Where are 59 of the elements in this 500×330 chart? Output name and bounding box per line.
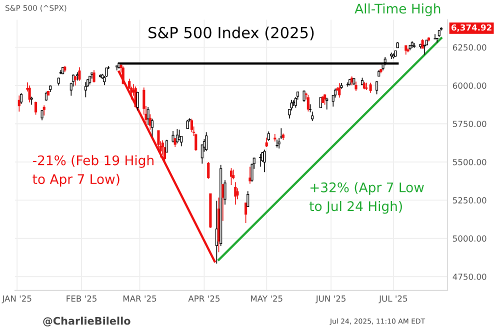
candlestick	[248, 166, 252, 184]
candlestick	[365, 82, 368, 90]
candlestick	[369, 82, 372, 94]
candlestick	[84, 82, 87, 98]
candlestick	[274, 134, 276, 142]
candlestick	[172, 130, 174, 143]
candlestick	[259, 153, 262, 168]
x-tick-label: JUL '25	[378, 295, 408, 304]
y-tick-label: 5750.00	[453, 120, 486, 128]
candlestick	[230, 168, 233, 186]
candlestick	[176, 128, 178, 144]
y-tick-label: 5500.00	[453, 158, 486, 166]
candlestick	[263, 149, 266, 172]
candlestick	[434, 34, 436, 40]
x-tick-label: FEB '25	[66, 295, 96, 302]
candlestick	[20, 92, 23, 104]
candlestick	[267, 130, 270, 142]
candlestick	[326, 97, 328, 110]
y-tick-label: 4750.00	[452, 274, 486, 280]
candlestick	[276, 139, 278, 148]
candlestick	[136, 91, 139, 111]
candlestick	[334, 88, 336, 98]
candlestick	[30, 96, 33, 106]
candlestick	[34, 101, 38, 116]
x-tick-label: MAR '25	[123, 295, 156, 302]
chart-title: S&P 500 Index (2025)	[148, 26, 314, 40]
candlestick	[166, 139, 168, 153]
candlestick	[354, 81, 358, 92]
x-tick-label: APR '25	[188, 295, 220, 302]
x-tick-label: JAN '25	[2, 295, 32, 304]
candlestick	[207, 162, 210, 180]
candlestick	[244, 202, 248, 224]
y-tick-label: 5250.00	[453, 197, 486, 204]
candlestick	[78, 66, 81, 82]
candlestick	[246, 190, 250, 208]
candlestick	[436, 38, 438, 43]
y-tick-label: 6000.00	[452, 82, 486, 89]
candlestick	[42, 104, 46, 116]
candlestick	[44, 91, 48, 102]
candlestick	[28, 85, 31, 103]
candlestick	[423, 44, 426, 56]
candlestick	[306, 94, 310, 112]
candlestick	[290, 99, 293, 111]
candlestick	[146, 106, 150, 126]
candlestick	[319, 97, 322, 108]
annotation: -21% (Feb 19 High to Apr 7 Low)	[32, 155, 154, 187]
text: @CharlieBilello	[43, 316, 130, 326]
candlestick	[376, 80, 378, 95]
candlestick	[324, 94, 326, 106]
annotation: +32% (Apr 7 Low to Jul 24 High)	[309, 182, 424, 214]
candlestick	[150, 118, 154, 137]
annotation: All-Time High	[354, 3, 440, 16]
y-tick-label: 5000.00	[453, 235, 486, 242]
x-tick-label: JUN '25	[315, 295, 346, 304]
candlestick	[292, 100, 295, 106]
annotation: 6,374.92	[452, 24, 492, 32]
y-tick-label: 6250.00	[452, 44, 486, 51]
candlestick	[265, 137, 268, 148]
x-tick-label: MAY '25	[250, 295, 282, 302]
